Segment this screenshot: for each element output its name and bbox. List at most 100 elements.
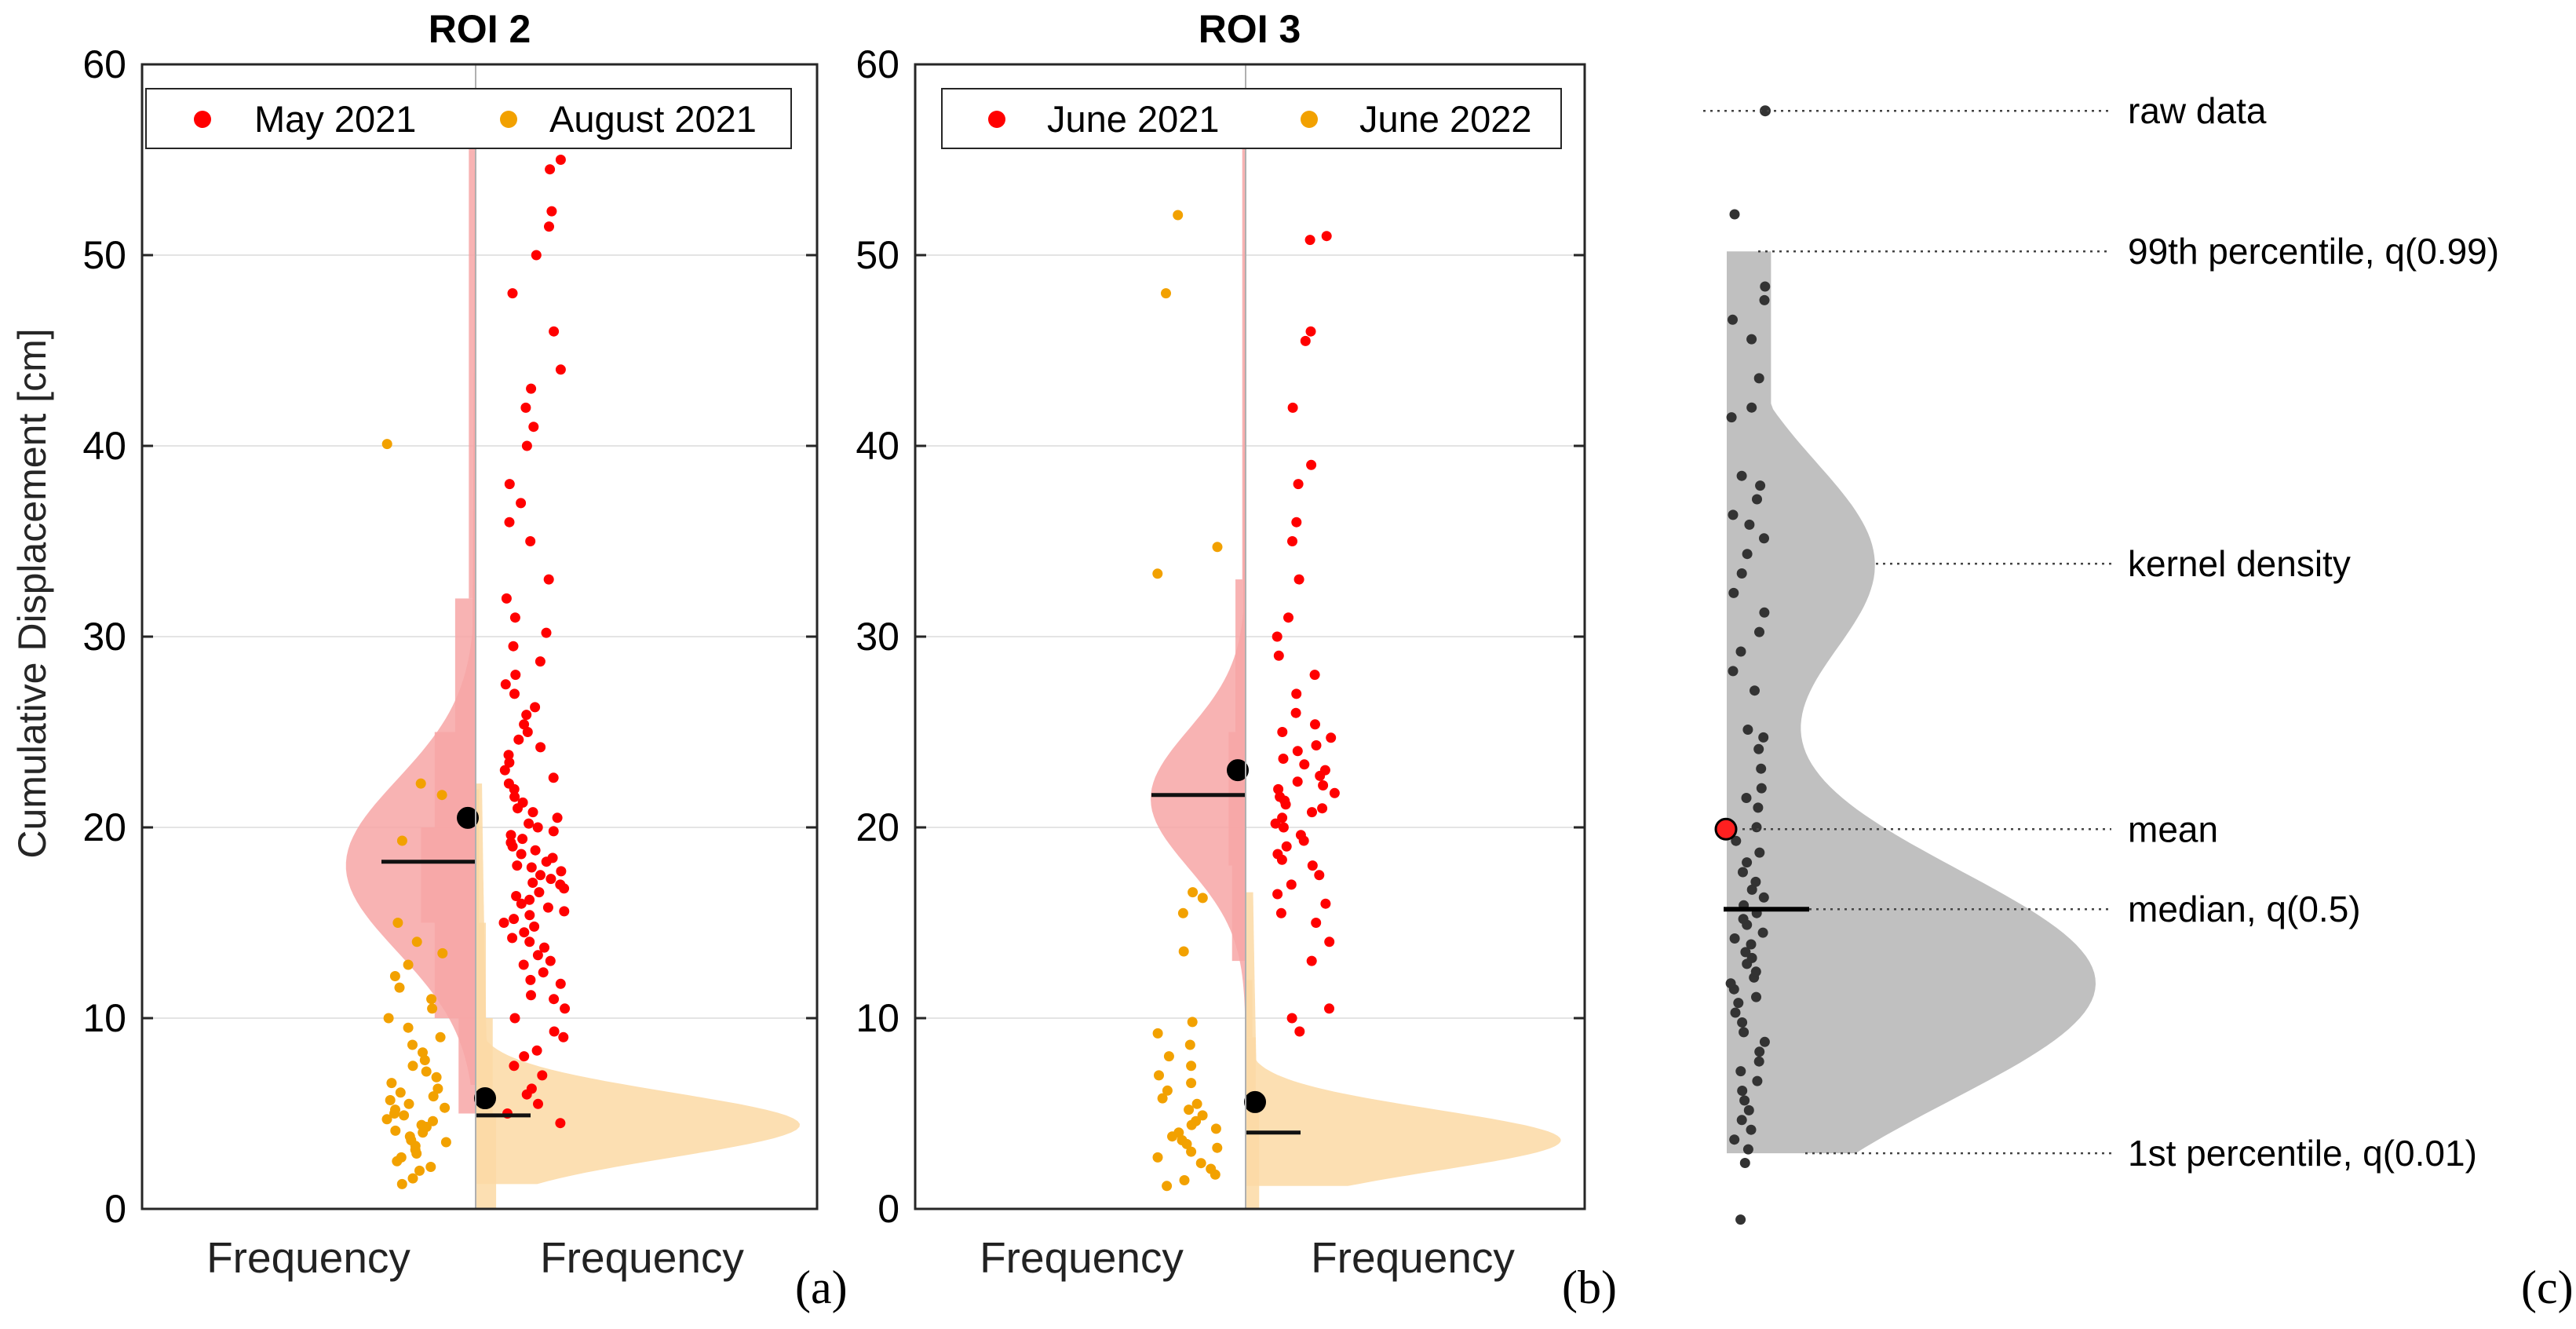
schematic-data-point bbox=[1735, 1214, 1746, 1225]
legend-b: June 2021 June 2022 bbox=[941, 88, 1562, 149]
schematic-data-point bbox=[1750, 685, 1760, 696]
data-point bbox=[524, 910, 535, 921]
data-point bbox=[1293, 574, 1304, 585]
schematic-data-point bbox=[1730, 1007, 1741, 1018]
y-tick-label: 20 bbox=[82, 805, 126, 849]
data-point bbox=[435, 1031, 446, 1042]
schematic-data-point bbox=[1736, 1115, 1747, 1126]
data-point bbox=[1186, 1146, 1197, 1157]
data-point bbox=[1272, 889, 1283, 900]
data-point bbox=[504, 757, 515, 768]
data-point bbox=[522, 727, 533, 737]
schematic-data-point bbox=[1736, 568, 1747, 579]
data-point bbox=[1163, 1051, 1174, 1062]
data-point bbox=[516, 898, 527, 909]
data-point bbox=[509, 1013, 520, 1024]
data-point bbox=[1152, 1152, 1163, 1163]
data-point bbox=[1290, 707, 1301, 718]
data-point bbox=[518, 959, 529, 970]
data-point bbox=[511, 891, 522, 901]
data-point bbox=[505, 830, 516, 841]
schematic-data-point bbox=[1728, 666, 1739, 677]
y-tick-label: 10 bbox=[856, 996, 899, 1040]
data-point bbox=[1154, 1070, 1164, 1081]
data-point bbox=[1188, 887, 1199, 898]
schematic-data-point bbox=[1750, 966, 1761, 977]
panel-label-a: (a) bbox=[795, 1261, 848, 1313]
data-point bbox=[403, 959, 414, 970]
schematic-data-point bbox=[1744, 519, 1755, 530]
x-label-right-b: Frequency bbox=[1311, 1233, 1515, 1282]
schematic-data-point bbox=[1728, 314, 1738, 325]
data-point bbox=[1187, 1017, 1198, 1028]
data-point bbox=[560, 1003, 571, 1014]
data-point bbox=[543, 574, 554, 585]
data-point bbox=[1318, 780, 1329, 790]
schematic-data-point bbox=[1754, 626, 1764, 637]
data-point bbox=[503, 750, 514, 761]
data-point bbox=[526, 1083, 537, 1094]
rain-points-a bbox=[381, 155, 571, 1189]
schematic-data-point bbox=[1754, 1046, 1765, 1057]
data-point bbox=[1278, 754, 1289, 764]
data-point bbox=[545, 874, 556, 885]
schematic-data-point bbox=[1731, 835, 1742, 846]
y-tick-label: 10 bbox=[82, 996, 126, 1040]
data-point bbox=[534, 887, 545, 898]
schematic-data-point bbox=[1746, 402, 1757, 413]
data-point bbox=[512, 860, 523, 871]
data-point bbox=[1277, 727, 1288, 737]
density-clouds-a bbox=[345, 169, 801, 1185]
data-point bbox=[1311, 918, 1322, 928]
data-point bbox=[1173, 210, 1184, 221]
data-point bbox=[1311, 740, 1322, 750]
schematic-data-point bbox=[1755, 480, 1766, 491]
data-point bbox=[1329, 787, 1340, 798]
schematic-data-point bbox=[1750, 876, 1761, 887]
schematic-data-point bbox=[1757, 927, 1768, 938]
schematic-data-point bbox=[1752, 494, 1762, 505]
y-tick-label: 0 bbox=[104, 1187, 126, 1231]
data-point bbox=[535, 656, 545, 667]
data-point bbox=[1307, 860, 1318, 871]
schematic-data-point bbox=[1759, 1036, 1770, 1047]
data-point bbox=[524, 894, 535, 905]
data-point bbox=[555, 1118, 566, 1129]
y-tick-label: 30 bbox=[856, 615, 899, 659]
data-point bbox=[503, 778, 514, 789]
kde-cloud-left bbox=[345, 169, 476, 1086]
data-point bbox=[395, 1087, 406, 1098]
data-point bbox=[526, 383, 537, 394]
data-point bbox=[509, 791, 520, 802]
data-point bbox=[1161, 288, 1171, 299]
schematic-data-point bbox=[1746, 952, 1757, 963]
rain-points-b bbox=[1152, 210, 1340, 1192]
data-point bbox=[509, 612, 520, 623]
data-point bbox=[535, 870, 545, 881]
schematic-data-point bbox=[1746, 939, 1757, 950]
y-axis-ticks-b: 0 10 20 30 40 50 60 bbox=[856, 42, 1585, 1231]
data-point bbox=[507, 933, 518, 944]
data-point bbox=[1291, 688, 1302, 699]
histogram-bar bbox=[1242, 141, 1246, 580]
summary-markers-b bbox=[1151, 759, 1301, 1135]
data-point bbox=[547, 853, 558, 863]
schematic-mean-marker bbox=[1714, 817, 1738, 841]
data-point bbox=[538, 967, 549, 978]
data-point bbox=[526, 990, 536, 1001]
schematic-data-point bbox=[1756, 783, 1767, 794]
data-point bbox=[552, 812, 563, 823]
data-point bbox=[386, 1078, 397, 1089]
data-point bbox=[403, 1022, 414, 1033]
data-point bbox=[542, 902, 553, 913]
data-point bbox=[419, 1055, 430, 1065]
schematic-data-point bbox=[1740, 947, 1751, 958]
data-point bbox=[549, 1026, 560, 1037]
panel-label-b: (b) bbox=[1562, 1261, 1617, 1313]
data-point bbox=[1287, 402, 1298, 413]
schematic-data-point bbox=[1754, 847, 1765, 858]
schematic-raw-data-point bbox=[1760, 105, 1771, 117]
data-point bbox=[383, 1013, 394, 1024]
data-point bbox=[513, 734, 524, 745]
schematic-data-point bbox=[1733, 998, 1744, 1009]
